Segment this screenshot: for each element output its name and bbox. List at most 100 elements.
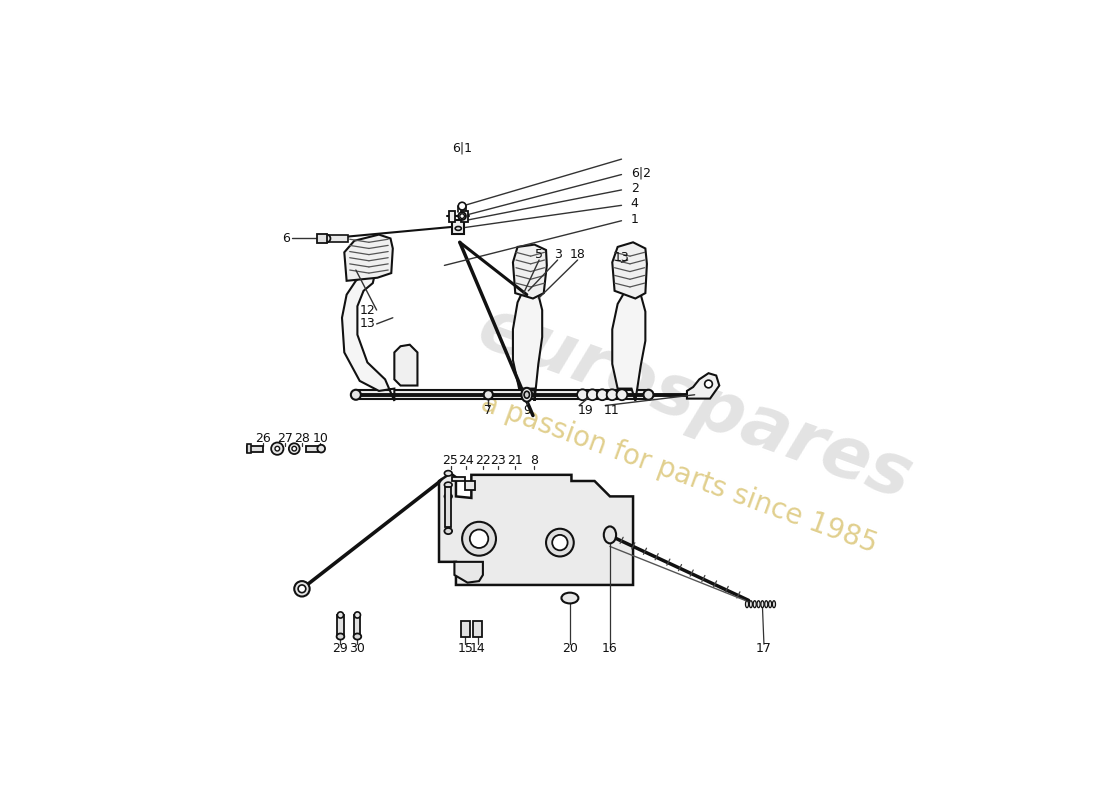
Text: 25: 25	[442, 454, 459, 467]
Polygon shape	[449, 210, 455, 222]
Ellipse shape	[484, 390, 493, 399]
Ellipse shape	[772, 601, 775, 608]
Ellipse shape	[353, 634, 361, 640]
Circle shape	[607, 390, 617, 400]
Text: 27: 27	[277, 432, 293, 445]
Ellipse shape	[754, 601, 757, 608]
Text: 15: 15	[458, 642, 473, 655]
Circle shape	[546, 529, 574, 557]
Text: 13: 13	[360, 318, 375, 330]
Ellipse shape	[337, 634, 344, 640]
Text: 4: 4	[630, 198, 639, 210]
Circle shape	[298, 585, 306, 593]
Text: 24: 24	[458, 454, 474, 467]
Bar	[473, 621, 482, 637]
Ellipse shape	[749, 601, 752, 608]
Ellipse shape	[459, 212, 466, 220]
Polygon shape	[613, 242, 647, 298]
Bar	[446, 487, 451, 527]
Polygon shape	[686, 373, 719, 398]
Circle shape	[616, 390, 627, 400]
Polygon shape	[452, 477, 475, 490]
Polygon shape	[513, 289, 542, 401]
Circle shape	[597, 390, 607, 400]
Ellipse shape	[644, 390, 653, 400]
Circle shape	[460, 214, 464, 218]
Text: 16: 16	[602, 642, 618, 655]
Bar	[327, 234, 348, 242]
Text: 5: 5	[535, 248, 543, 261]
Circle shape	[705, 380, 713, 388]
Polygon shape	[461, 210, 468, 222]
Circle shape	[578, 390, 588, 400]
Ellipse shape	[351, 390, 361, 400]
Circle shape	[295, 581, 310, 597]
Text: 8: 8	[530, 454, 539, 467]
Circle shape	[587, 390, 597, 400]
Text: 10: 10	[312, 432, 329, 445]
Ellipse shape	[444, 528, 452, 534]
Polygon shape	[300, 478, 442, 591]
Ellipse shape	[444, 470, 452, 476]
Polygon shape	[318, 234, 328, 243]
Ellipse shape	[761, 601, 763, 608]
Circle shape	[289, 443, 299, 454]
Bar	[306, 446, 321, 452]
Text: 19: 19	[578, 404, 593, 417]
Text: 6|2: 6|2	[630, 166, 651, 179]
Ellipse shape	[524, 391, 529, 398]
Text: 12: 12	[360, 303, 375, 317]
Ellipse shape	[338, 612, 343, 618]
Text: 6|1: 6|1	[452, 142, 472, 155]
Text: 2: 2	[630, 182, 639, 195]
Bar	[356, 390, 649, 399]
Text: 23: 23	[491, 454, 506, 467]
Text: 13: 13	[614, 251, 629, 264]
Text: 3: 3	[553, 248, 561, 261]
Text: 11: 11	[604, 404, 619, 417]
Text: 14: 14	[470, 642, 485, 655]
Ellipse shape	[769, 601, 772, 608]
Text: 6: 6	[283, 232, 290, 245]
Ellipse shape	[764, 601, 768, 608]
Bar	[246, 444, 251, 454]
Text: 20: 20	[562, 642, 578, 655]
Ellipse shape	[322, 234, 330, 242]
Ellipse shape	[455, 226, 461, 230]
Text: a passion for parts since 1985: a passion for parts since 1985	[477, 388, 881, 558]
Circle shape	[292, 446, 297, 451]
Bar	[246, 446, 264, 452]
Text: 26: 26	[255, 432, 272, 445]
Bar	[354, 615, 361, 637]
Circle shape	[459, 202, 466, 210]
Ellipse shape	[444, 482, 452, 487]
Circle shape	[271, 442, 284, 455]
Ellipse shape	[354, 612, 361, 618]
Polygon shape	[395, 345, 418, 386]
Text: eurospares: eurospares	[469, 294, 921, 514]
Ellipse shape	[604, 526, 616, 543]
Text: 1: 1	[630, 213, 639, 226]
Ellipse shape	[521, 388, 532, 402]
Text: 7: 7	[484, 404, 493, 417]
Text: 9: 9	[522, 404, 530, 417]
Text: 29: 29	[332, 642, 349, 655]
Ellipse shape	[757, 601, 760, 608]
Circle shape	[552, 535, 568, 550]
Polygon shape	[613, 289, 646, 401]
Text: 22: 22	[475, 454, 491, 467]
Bar	[461, 621, 470, 637]
Ellipse shape	[561, 593, 579, 603]
Polygon shape	[452, 220, 464, 234]
Text: 30: 30	[350, 642, 365, 655]
Bar	[338, 615, 343, 637]
Polygon shape	[513, 245, 547, 298]
Circle shape	[470, 530, 488, 548]
Ellipse shape	[746, 601, 748, 608]
Ellipse shape	[444, 494, 452, 499]
Text: 17: 17	[756, 642, 772, 655]
Circle shape	[462, 522, 496, 556]
Polygon shape	[342, 271, 395, 401]
Polygon shape	[439, 474, 634, 585]
Text: 21: 21	[507, 454, 524, 467]
